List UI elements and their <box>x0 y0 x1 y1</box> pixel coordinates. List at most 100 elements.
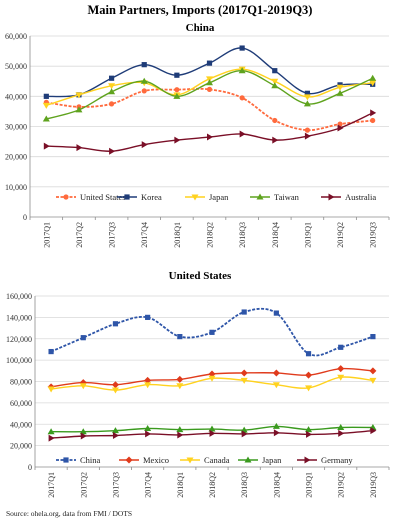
china-united-states-point <box>304 127 311 133</box>
china-australia-point <box>272 136 279 144</box>
china-x-tick-label: 2017Q2 <box>75 222 84 248</box>
united-states-legend-label: Germany <box>321 455 353 465</box>
united-states-japan-point <box>144 425 152 432</box>
united-states-y-tick-label: 160,000 <box>6 292 32 301</box>
united-states-y-tick-label: 120,000 <box>6 335 32 344</box>
china-australia-point <box>43 142 50 150</box>
china-x-tick-label: 2019Q2 <box>336 222 345 248</box>
china-korea-point <box>304 90 311 96</box>
united-states-mexico-point <box>240 369 248 377</box>
united-states-legend-marker <box>186 457 194 464</box>
united-states-canada-point <box>337 374 345 381</box>
china-japan-point <box>42 102 50 109</box>
china-x-tick-label: 2017Q1 <box>42 222 51 248</box>
united-states-canada-point <box>111 387 119 394</box>
united-states-germany-point <box>209 429 216 437</box>
china-y-tick-label: 20,000 <box>5 153 27 162</box>
united-states-japan-point <box>305 426 313 433</box>
united-states-legend: China Mexico Canada Japan Germany <box>56 455 353 465</box>
united-states-legend-marker <box>244 456 252 463</box>
united-states-japan-point <box>272 422 280 429</box>
china-y-tick-label: 10,000 <box>5 183 27 192</box>
united-states-china-point <box>273 310 279 316</box>
china-legend-item-korea: Korea <box>117 192 162 202</box>
china-japan-point <box>108 83 116 90</box>
china-japan-point <box>271 78 279 85</box>
china-x-tick-label: 2018Q4 <box>271 222 280 248</box>
china-australia-point <box>109 147 116 155</box>
source-note: Source: ohela.org, data from FMI / DOTS <box>6 509 132 518</box>
united-states-china-point <box>370 334 376 340</box>
united-states-canada-point <box>272 382 280 389</box>
united-states-legend-label: Canada <box>204 455 230 465</box>
china-legend-item-taiwan: Taiwan <box>250 192 300 202</box>
china-x-tick-label: 2017Q4 <box>140 222 149 248</box>
china-united-states-point <box>272 117 278 124</box>
united-states-legend-marker <box>125 456 133 464</box>
china-taiwan-point <box>336 89 344 96</box>
united-states-china-point <box>112 321 119 327</box>
china-taiwan-point <box>108 88 116 95</box>
china-korea-point <box>108 75 115 81</box>
china-korea-point <box>141 62 147 68</box>
china-australia-point <box>174 136 181 144</box>
china-australia-point <box>76 144 83 152</box>
china-y-tick-label: 0 <box>23 213 27 222</box>
china-x-tick-label: 2018Q1 <box>173 222 182 248</box>
china-taiwan-point <box>271 82 279 89</box>
china-united-states-point <box>141 88 147 94</box>
china-y-tick-label: 50,000 <box>5 62 27 71</box>
china-japan-point <box>75 92 83 99</box>
china-chart-title: China <box>186 22 215 34</box>
china-united-states-point <box>206 86 213 92</box>
china-y-tick-label: 60,000 <box>5 32 27 41</box>
united-states-legend-marker <box>63 457 69 463</box>
china-taiwan-point <box>238 67 246 74</box>
china-legend-label: Taiwan <box>274 192 300 202</box>
china-taiwan-point <box>303 100 311 107</box>
united-states-mexico-point <box>111 381 119 389</box>
united-states-chart-title: United States <box>169 270 232 282</box>
china-series-united-states <box>43 86 376 133</box>
united-states-legend-item-canada: Canada <box>180 455 230 465</box>
china-series-australia <box>43 109 377 155</box>
china-series-taiwan <box>42 67 377 122</box>
page-title: Main Partners, Imports (2017Q1-2019Q3) <box>88 3 313 17</box>
united-states-mexico-point <box>369 367 377 375</box>
united-states-germany-point <box>80 432 87 440</box>
china-australia-point <box>239 130 246 138</box>
united-states-mexico-point <box>272 369 280 377</box>
china-australia-point <box>370 109 377 117</box>
united-states-canada-point <box>369 377 377 384</box>
united-states-legend-item-germany: Germany <box>297 455 353 465</box>
united-states-mexico-point <box>176 375 184 383</box>
china-japan-point <box>303 94 311 101</box>
china-legend-item-japan: Japan <box>185 192 229 202</box>
china-legend-marker <box>256 193 264 200</box>
china-x-tick-label: 2017Q3 <box>108 222 117 248</box>
china-series-japan <box>42 66 377 109</box>
united-states-germany-point <box>273 429 280 437</box>
united-states-canada-point <box>305 385 313 392</box>
china-legend-label: Korea <box>141 192 162 202</box>
china-korea-point <box>272 68 278 74</box>
china-japan-point <box>369 80 377 87</box>
united-states-china-point <box>305 351 312 357</box>
united-states-x-tick-label: 2017Q1 <box>47 472 56 498</box>
china-korea-point <box>239 45 245 51</box>
china-korea-point <box>206 60 213 66</box>
united-states-y-tick-label: 40,000 <box>10 420 32 429</box>
united-states-legend-marker <box>304 456 311 464</box>
united-states-germany-point <box>338 429 345 437</box>
united-states-japan-point <box>176 426 184 433</box>
china-taiwan-point <box>42 115 50 122</box>
united-states-japan-point <box>79 428 87 435</box>
united-states-germany-point <box>177 431 184 439</box>
united-states-y-tick-label: 60,000 <box>10 399 32 408</box>
china-legend-label: Australia <box>345 192 376 202</box>
united-states-mexico-point <box>305 371 313 379</box>
united-states-japan-point <box>111 427 119 434</box>
china-united-states-point <box>174 87 180 93</box>
united-states-x-tick-label: 2017Q4 <box>144 472 153 498</box>
